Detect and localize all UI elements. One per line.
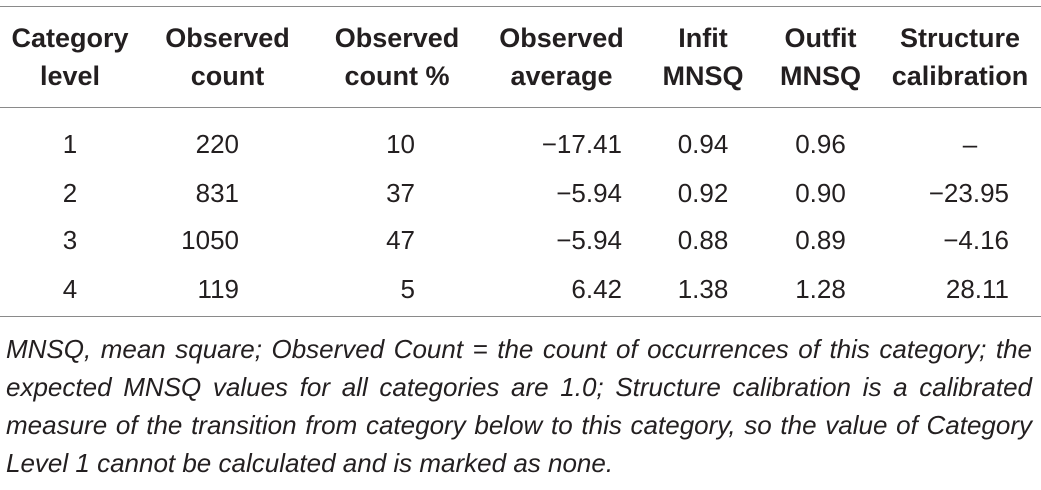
header-outfit-mnsq: Outfit MNSQ <box>780 23 861 91</box>
table-row: 2 831 37 −5.94 0.92 0.90 −23.95 <box>0 170 1041 217</box>
cell-observed-count-percent: 5 <box>400 273 415 304</box>
header-structure-calibration: Structure calibration <box>891 23 1029 91</box>
header-observed-average: Observed average <box>499 23 624 91</box>
cell-outfit-mnsq: 1.28 <box>795 273 846 304</box>
cell-outfit-mnsq: 0.90 <box>795 178 846 208</box>
header-category-level: Category level <box>11 23 129 91</box>
cell-observed-count-percent: 37 <box>386 178 415 208</box>
table-row: 4 119 5 6.42 1.38 1.28 28.11 <box>0 264 1041 317</box>
cell-structure-calibration: −4.16 <box>943 225 1009 255</box>
cell-category-level: 1 <box>62 128 78 159</box>
table-header-row: Category level Observed count Observed coun… <box>0 6 1041 108</box>
cell-structure-calibration: – <box>962 128 978 159</box>
table-row: 3 1050 47 −5.94 0.88 0.89 −4.16 <box>0 217 1041 264</box>
cell-observed-count: 1050 <box>181 225 239 255</box>
header-observed-count-percent: Observed count % <box>334 23 460 91</box>
cell-infit-mnsq: 0.88 <box>677 225 729 255</box>
cell-category-level: 4 <box>62 273 78 304</box>
category-statistics-table: Category level Observed count Observed coun… <box>0 6 1041 317</box>
cell-outfit-mnsq: 0.89 <box>795 225 846 255</box>
cell-observed-count-percent: 10 <box>386 128 415 159</box>
cell-observed-average: 6.42 <box>571 273 622 304</box>
cell-observed-count: 119 <box>197 273 239 304</box>
cell-observed-count-percent: 47 <box>386 225 415 255</box>
cell-observed-count: 220 <box>195 128 239 159</box>
cell-structure-calibration: 28.11 <box>945 273 1009 304</box>
header-observed-count: Observed count <box>165 23 290 91</box>
cell-outfit-mnsq: 0.96 <box>795 128 846 159</box>
cell-observed-average: −5.94 <box>556 225 622 255</box>
header-infit-mnsq: Infit MNSQ <box>662 23 744 91</box>
cell-infit-mnsq: 0.92 <box>677 178 729 208</box>
cell-infit-mnsq: 0.94 <box>677 128 729 159</box>
cell-observed-average: −17.41 <box>541 128 622 159</box>
cell-category-level: 2 <box>62 178 78 208</box>
cell-observed-average: −5.94 <box>556 178 622 208</box>
cell-infit-mnsq: 1.38 <box>677 273 729 304</box>
table-row: 1 220 10 −17.41 0.94 0.96 – <box>0 108 1041 171</box>
cell-structure-calibration: −23.95 <box>928 178 1009 208</box>
cell-observed-count: 831 <box>195 178 239 208</box>
cell-category-level: 3 <box>62 225 78 255</box>
table-footnote: MNSQ, mean square; Observed Count = the … <box>6 334 1032 478</box>
